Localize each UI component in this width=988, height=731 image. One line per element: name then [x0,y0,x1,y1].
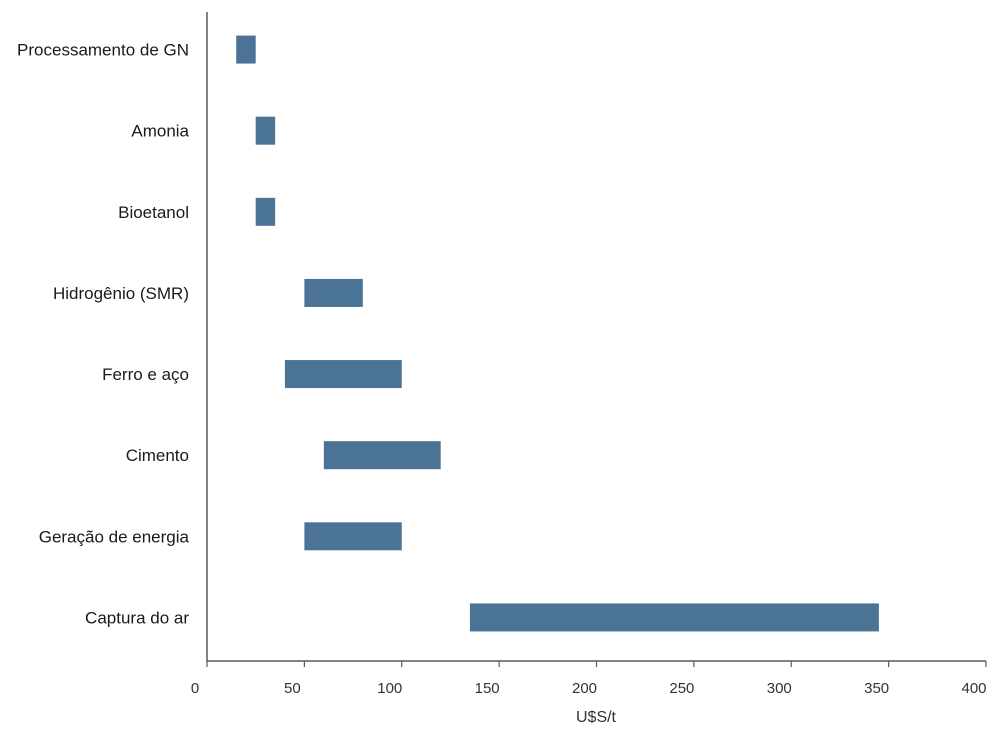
x-axis-title: U$S/t [576,709,617,726]
bar-4 [284,360,402,389]
category-label-3: Hidrogênio (SMR) [53,284,189,303]
x-tick-label-1: 50 [284,680,301,697]
category-label-0: Processamento de GN [17,41,189,60]
bars-group [236,35,879,632]
x-tick-label-6: 300 [767,680,792,697]
category-label-4: Ferro e aço [102,365,189,384]
category-label-2: Bioetanol [118,203,189,222]
x-axis-ticks: 0 50 100 150 200 250 300 350 400 [191,661,987,697]
x-tick-label-4: 200 [572,680,597,697]
bar-3 [304,278,363,307]
bar-0 [236,35,256,64]
category-label-7: Captura do ar [85,608,189,627]
x-tick-label-7: 350 [864,680,889,697]
category-label-5: Cimento [126,446,189,465]
category-label-1: Amonia [131,122,189,141]
bar-5 [323,441,441,470]
x-tick-label-0: 0 [191,680,199,697]
category-label-6: Geração de energia [39,527,190,546]
bar-2 [255,197,276,226]
x-tick-label-5: 250 [669,680,694,697]
bar-1 [255,116,276,145]
x-tick-label-8: 400 [961,680,986,697]
bar-6 [304,522,402,551]
x-tick-label-3: 150 [475,680,500,697]
x-tick-label-2: 100 [377,680,402,697]
bar-7 [469,603,879,632]
category-labels: Processamento de GN Amonia Bioetanol Hidrog… [17,41,190,628]
